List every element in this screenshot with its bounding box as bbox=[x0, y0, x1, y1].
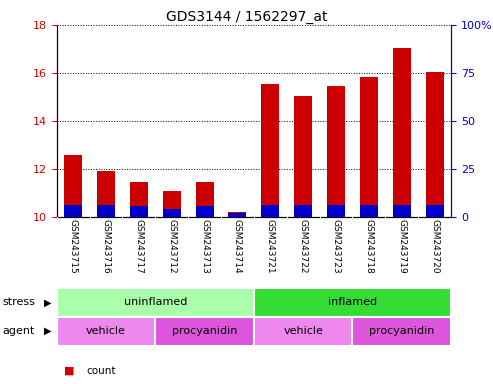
Text: GSM243722: GSM243722 bbox=[299, 219, 308, 273]
Bar bbox=[57, 317, 155, 346]
Bar bbox=[130, 182, 148, 217]
Bar bbox=[360, 205, 378, 217]
Bar bbox=[196, 182, 213, 217]
Bar bbox=[57, 288, 254, 317]
Bar bbox=[228, 213, 246, 217]
Bar bbox=[64, 205, 82, 217]
Text: GDS3144 / 1562297_at: GDS3144 / 1562297_at bbox=[166, 10, 327, 23]
Text: vehicle: vehicle bbox=[86, 326, 126, 336]
Bar bbox=[97, 171, 115, 217]
Bar bbox=[294, 96, 312, 217]
Text: GSM243715: GSM243715 bbox=[69, 219, 77, 274]
Text: GSM243714: GSM243714 bbox=[233, 219, 242, 274]
Bar bbox=[163, 209, 181, 217]
Bar bbox=[254, 317, 352, 346]
Text: GSM243717: GSM243717 bbox=[135, 219, 143, 274]
Bar bbox=[352, 317, 451, 346]
Text: GSM243716: GSM243716 bbox=[102, 219, 110, 274]
Bar bbox=[425, 205, 444, 217]
Bar bbox=[228, 212, 246, 217]
Text: ■: ■ bbox=[64, 366, 74, 376]
Bar bbox=[261, 84, 280, 217]
Bar bbox=[155, 317, 254, 346]
Text: agent: agent bbox=[2, 326, 35, 336]
Text: procyanidin: procyanidin bbox=[172, 326, 237, 336]
Bar bbox=[393, 205, 411, 217]
Text: ▶: ▶ bbox=[44, 326, 52, 336]
Bar bbox=[254, 288, 451, 317]
Text: GSM243719: GSM243719 bbox=[397, 219, 406, 274]
Text: uninflamed: uninflamed bbox=[124, 297, 187, 308]
Bar bbox=[130, 207, 148, 217]
Text: ▶: ▶ bbox=[44, 297, 52, 308]
Text: GSM243718: GSM243718 bbox=[364, 219, 373, 274]
Text: GSM243723: GSM243723 bbox=[332, 219, 341, 274]
Bar bbox=[360, 76, 378, 217]
Text: procyanidin: procyanidin bbox=[369, 326, 434, 336]
Text: vehicle: vehicle bbox=[283, 326, 323, 336]
Bar bbox=[64, 155, 82, 217]
Text: GSM243712: GSM243712 bbox=[167, 219, 176, 274]
Bar bbox=[196, 207, 213, 217]
Text: inflamed: inflamed bbox=[328, 297, 377, 308]
Bar bbox=[393, 48, 411, 217]
Bar bbox=[163, 190, 181, 217]
Bar bbox=[327, 205, 345, 217]
Text: GSM243721: GSM243721 bbox=[266, 219, 275, 274]
Text: GSM243720: GSM243720 bbox=[430, 219, 439, 274]
Bar bbox=[261, 205, 280, 217]
Text: GSM243713: GSM243713 bbox=[200, 219, 209, 274]
Text: stress: stress bbox=[2, 297, 35, 308]
Bar bbox=[294, 205, 312, 217]
Bar bbox=[97, 205, 115, 217]
Bar bbox=[327, 86, 345, 217]
Text: count: count bbox=[86, 366, 116, 376]
Bar bbox=[425, 72, 444, 217]
